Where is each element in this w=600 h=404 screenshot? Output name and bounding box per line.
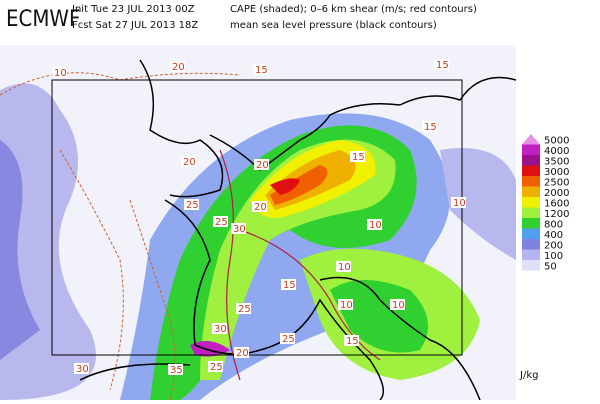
title-line2: mean sea level pressure (black contours) <box>230 20 437 31</box>
contour-label: 30 <box>214 324 227 335</box>
contour-label-bg <box>208 361 223 372</box>
contour-label: 15 <box>436 60 449 71</box>
contour-label: 10 <box>340 300 353 311</box>
contour-label-bg <box>253 64 268 75</box>
contour-label: 25 <box>238 304 251 315</box>
contour-label-bg <box>367 219 382 230</box>
logo: ECMWF <box>6 7 80 32</box>
contour-label: 15 <box>283 280 296 291</box>
legend-label: 50 <box>544 261 557 272</box>
legend-swatch <box>522 155 540 166</box>
map: 10 20 15 15 15 20 20 15 10 25 20 25 10 30 10 15 25 10 10 30… <box>0 45 516 400</box>
legend-swatch <box>522 260 540 271</box>
contour-label: 30 <box>76 364 89 375</box>
contour-label: 20 <box>172 62 185 73</box>
legend-unit: J/kg <box>519 370 538 381</box>
legend-swatch <box>522 186 540 197</box>
legend-swatch <box>522 165 540 176</box>
contour-label: 10 <box>392 300 405 311</box>
legend-swatch <box>522 134 540 145</box>
fcst: Fcst Sat 27 JUL 2013 18Z <box>72 20 198 31</box>
contour-label: 35 <box>170 365 183 376</box>
contour-label-bg <box>344 335 359 346</box>
legend-swatch <box>522 218 540 229</box>
contour-label-bg <box>451 197 466 208</box>
contour-label-bg <box>422 121 437 132</box>
contour-label-bg <box>254 159 269 170</box>
legend-swatch <box>522 144 540 155</box>
contour-label-bg <box>181 156 196 167</box>
legend-label: 3500 <box>544 156 569 167</box>
contour-label: 10 <box>338 262 351 273</box>
contour-label-bg <box>170 61 185 72</box>
init: Init Tue 23 JUL 2013 00Z <box>72 4 195 15</box>
contour-label: 15 <box>346 336 359 347</box>
legend-label: 4000 <box>544 146 569 157</box>
legend-swatch <box>522 197 540 208</box>
legend-label: 5000 <box>544 135 569 146</box>
contour-label: 25 <box>186 200 199 211</box>
contour-label: 15 <box>352 152 365 163</box>
legend-label: 200 <box>544 240 563 251</box>
legend-swatch <box>522 228 540 239</box>
contour-label-bg <box>338 299 353 310</box>
legend-label: 1200 <box>544 209 569 220</box>
contour-label-bg <box>281 279 296 290</box>
contour-label-bg <box>236 303 251 314</box>
contour-label-bg <box>350 151 365 162</box>
legend-swatch <box>522 239 540 250</box>
contour-label-bg <box>434 59 449 70</box>
contour-label: 20 <box>254 202 267 213</box>
contour-label: 20 <box>256 160 269 171</box>
legend-swatch <box>522 249 540 260</box>
legend-label: 2000 <box>544 188 569 199</box>
legend-swatch <box>522 207 540 218</box>
contour-label-bg <box>252 201 267 212</box>
contour-label-bg <box>280 333 295 344</box>
contour-label-bg <box>231 223 246 234</box>
contour-label: 15 <box>424 122 437 133</box>
contour-label: 10 <box>453 198 466 209</box>
title-line1: CAPE (shaded); 0–6 km shear (m/s; red co… <box>230 4 477 15</box>
contour-label-bg <box>184 199 199 210</box>
legend-label: 800 <box>544 219 563 230</box>
contour-label: 25 <box>282 334 295 345</box>
contour-label-bg <box>212 323 227 334</box>
contour-label-bg <box>390 299 405 310</box>
contour-labels: 10 20 15 15 15 20 20 15 10 25 20 25 10 30 10 15 25 10 10 30… <box>52 59 466 376</box>
contour-label: 30 <box>233 224 246 235</box>
legend-swatch <box>522 176 540 187</box>
contour-label-bg <box>234 347 249 358</box>
contour-label-bg <box>336 261 351 272</box>
legend-label: 1600 <box>544 198 569 209</box>
legend-label: 400 <box>544 230 563 241</box>
legend-label: 3000 <box>544 167 569 178</box>
contour-label-bg <box>74 363 89 374</box>
legend-label: 2500 <box>544 177 569 188</box>
legend: 5000400035003000250020001600120080040020… <box>522 134 569 272</box>
contour-label-bg <box>213 216 228 227</box>
contour-label: 25 <box>210 362 223 373</box>
legend-label: 100 <box>544 251 563 262</box>
contour-label-bg <box>168 364 183 375</box>
contour-label-bg <box>52 67 67 78</box>
contour-label: 20 <box>183 157 196 168</box>
contour-label: 25 <box>215 217 228 228</box>
contour-label: 10 <box>369 220 382 231</box>
contour-label: 10 <box>54 68 67 79</box>
contour-label: 15 <box>255 65 268 76</box>
contour-label: 20 <box>236 348 249 359</box>
